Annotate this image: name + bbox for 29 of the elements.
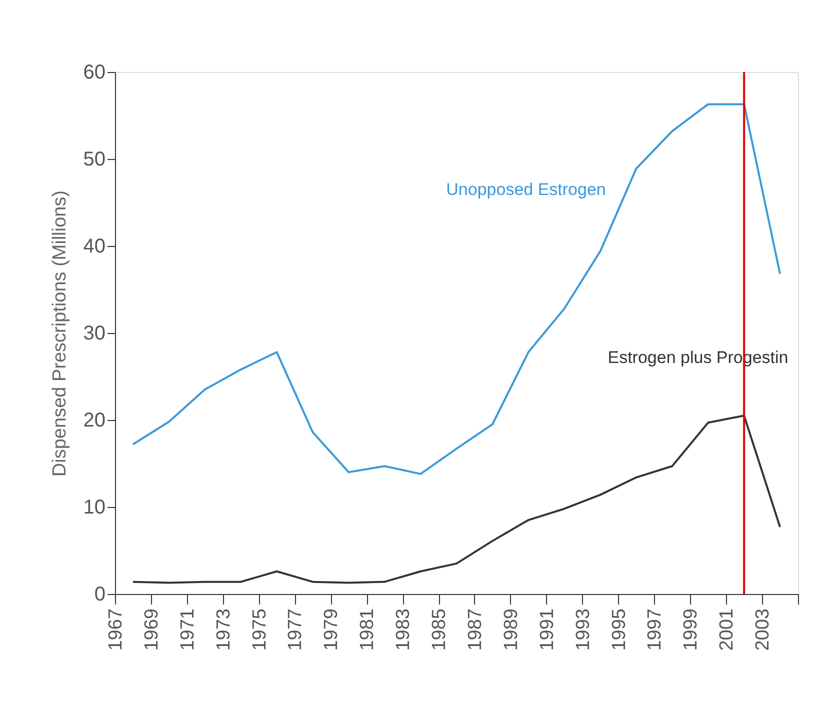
- y-tick-label: 60: [83, 62, 106, 84]
- x-tick-label: 1985: [429, 608, 450, 651]
- x-tick-label: 1999: [680, 608, 702, 651]
- line-series: [132, 414, 782, 584]
- y-tick-label: 40: [83, 236, 106, 258]
- x-tick-label: 1987: [464, 608, 486, 651]
- x-tick-label: 1975: [249, 608, 270, 651]
- x-tick-label: 1977: [285, 608, 306, 651]
- x-tick-label: 1993: [572, 608, 594, 651]
- x-tick-label: 1967: [106, 608, 126, 651]
- x-tick-label: 1969: [141, 608, 162, 651]
- x-tick-label: 2001: [716, 608, 738, 651]
- x-tick-label: 1995: [608, 608, 630, 651]
- y-tick-label: 30: [83, 322, 106, 344]
- y-tick-label: 50: [83, 148, 106, 170]
- x-tick-label: 1971: [177, 608, 198, 651]
- y-tick-label: 20: [83, 410, 106, 432]
- x-tick-label: 1989: [500, 608, 522, 651]
- x-tick-label: 1983: [393, 608, 414, 651]
- x-tick-label: 2003: [752, 608, 774, 651]
- x-tick-label: 1997: [644, 608, 666, 651]
- x-tick-label: 1973: [213, 608, 234, 651]
- x-tick-label: 1991: [536, 608, 558, 651]
- x-tick-label: 1979: [321, 608, 342, 651]
- series-label: Unopposed Estrogen: [446, 180, 606, 199]
- y-tick-label: 10: [83, 496, 106, 518]
- y-axis-title: Dispensed Prescriptions (Millions): [49, 190, 70, 477]
- y-tick-label: 0: [94, 584, 106, 606]
- x-tick-label: 1981: [357, 608, 378, 651]
